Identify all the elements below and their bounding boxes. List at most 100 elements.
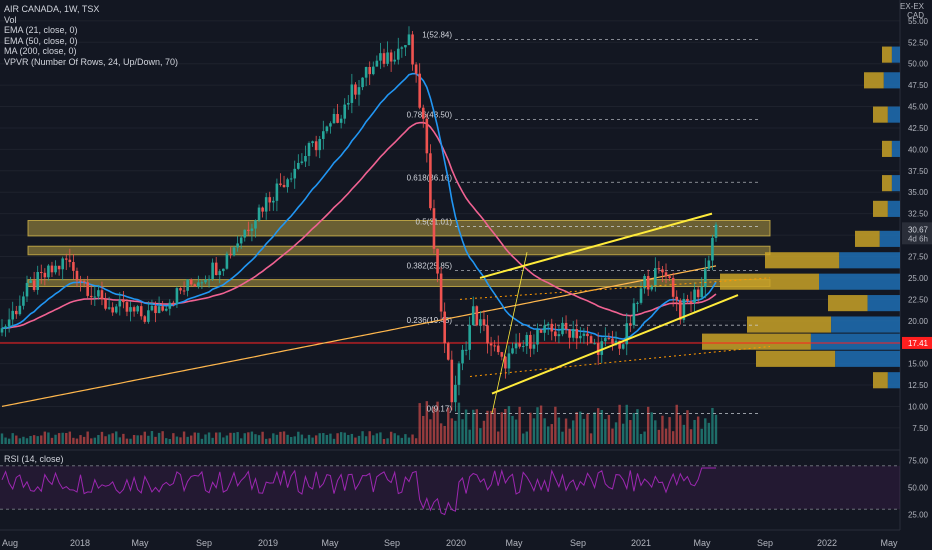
candle-body (400, 47, 404, 49)
candle-body (122, 299, 125, 303)
volume-bar (143, 431, 146, 444)
volume-bar (72, 437, 75, 444)
volume-bar (257, 435, 261, 444)
volume-bar (289, 436, 293, 444)
volume-bar (629, 420, 632, 444)
volume-bar (82, 436, 86, 444)
candle-body (93, 296, 97, 298)
candle-body (279, 183, 282, 185)
currency-top: EX-EX (899, 2, 924, 11)
candle-body (468, 325, 471, 350)
volume-bar (254, 434, 257, 444)
volume-bar (714, 414, 718, 444)
volume-bar (54, 434, 57, 444)
volume-bar (207, 432, 211, 444)
candle-body (457, 363, 461, 385)
volume-bar (350, 433, 354, 444)
volume-bar (407, 437, 411, 444)
volume-bar (682, 424, 686, 444)
candle-body (79, 280, 82, 282)
time-tick-label: May (693, 538, 711, 548)
candle-body (325, 126, 329, 132)
volume-bar (679, 415, 682, 444)
indicator-ema50[interactable]: EMA (50, close, 0) (4, 35, 78, 46)
candle-body (214, 262, 218, 276)
volume-bar (354, 437, 357, 444)
vp-bar-up (882, 46, 892, 63)
vp-bar-down (887, 200, 900, 217)
volume-bar (140, 435, 143, 444)
vp-bar-up (882, 140, 892, 157)
rsi-legend[interactable]: RSI (14, close) (4, 454, 64, 464)
candle-body (18, 305, 22, 315)
candle-body (172, 302, 175, 304)
candle-body (179, 288, 182, 291)
vp-bar-up (765, 252, 840, 269)
indicator-ma200[interactable]: MA (200, close, 0) (4, 46, 77, 56)
volume-bar (336, 433, 339, 444)
volume-bar (650, 412, 653, 444)
vp-bar-down (887, 106, 900, 123)
volume-bar (500, 412, 503, 444)
volume-bar (68, 431, 72, 444)
candle-body (289, 178, 293, 180)
ma200-line (1, 265, 717, 407)
candle-body (147, 310, 150, 322)
volume-bar (318, 433, 321, 444)
volume-bar (211, 437, 214, 444)
candle-body (471, 306, 475, 326)
volume-bar (107, 434, 111, 444)
volume-bar (450, 418, 454, 444)
fib-label: 0.236(19.48) (407, 316, 453, 325)
candle-body (100, 290, 104, 300)
candle-body (561, 322, 564, 335)
volume-bar (557, 417, 561, 444)
vp-bar-up (873, 200, 888, 217)
candle-body (7, 319, 11, 327)
candle-body (496, 345, 500, 353)
volume-bar (532, 418, 536, 444)
volume-bar (104, 436, 107, 444)
candle-body (636, 302, 639, 304)
candle-body (132, 307, 136, 312)
volume-bar (611, 428, 614, 444)
volume-bar (711, 407, 714, 444)
price-tick-label: 22.50 (908, 295, 929, 304)
volume-bar (404, 434, 407, 444)
candle-body (22, 296, 25, 306)
candle-body (322, 131, 325, 139)
candle-body (225, 253, 229, 269)
volume-bar (343, 432, 346, 444)
volume-bar (579, 411, 582, 444)
indicator-ema21[interactable]: EMA (21, close, 0) (4, 25, 78, 35)
volume-bar (397, 435, 400, 444)
candle-body (414, 64, 418, 74)
volume-bar (165, 438, 168, 444)
volume-bar (511, 415, 514, 444)
candle-body (218, 271, 222, 276)
candle-body (536, 329, 539, 345)
candle-body (607, 338, 611, 340)
indicator-vpvr[interactable]: VPVR (Number Of Rows, 24, Up/Down, 70) (4, 56, 179, 67)
volume-bar (22, 436, 25, 444)
candle-body (150, 305, 154, 311)
volume-bar (190, 435, 193, 444)
candle-body (43, 272, 47, 278)
volume-bar (657, 429, 661, 444)
volume-bar (568, 428, 571, 444)
volume-bar (229, 432, 232, 444)
candle-body (668, 276, 671, 278)
price-tick-label: 7.50 (912, 424, 928, 433)
indicator-vol[interactable]: Vol (4, 14, 17, 25)
candle-body (436, 248, 439, 274)
volume-bar (468, 429, 471, 444)
volume-bar (147, 435, 150, 444)
candle-body (311, 141, 314, 144)
volume-bar (129, 438, 132, 444)
last-price-countdown: 4d 6h (908, 234, 928, 243)
vp-bar-down (879, 230, 900, 247)
volume-bar (482, 420, 486, 444)
candle-body (450, 359, 454, 403)
candle-body (464, 349, 468, 351)
